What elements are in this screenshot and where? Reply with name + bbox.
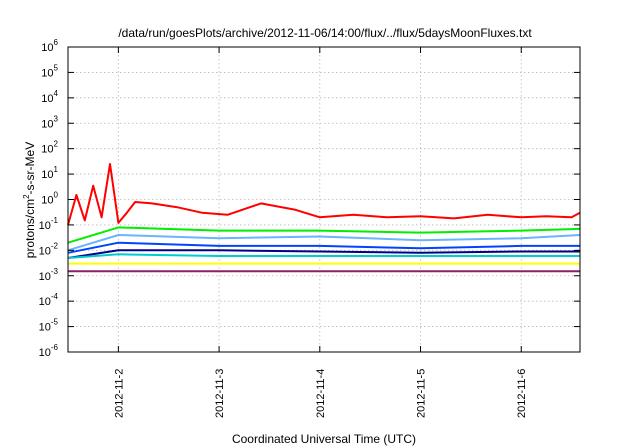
y-tick-base: 10 [39, 347, 51, 359]
x-tick-label: 2012-11-2 [113, 369, 125, 418]
y-tick-exp: 2 [54, 140, 59, 149]
y-axis: 10-610-510-410-310-210-11001011021031041… [39, 38, 580, 359]
y-tick-label: 10-4 [39, 292, 59, 308]
y-tick-exp: 3 [54, 114, 59, 123]
y-tick-exp: -3 [51, 267, 59, 276]
y-tick-exp: 5 [54, 63, 59, 72]
y-tick-label: 10-5 [39, 318, 59, 334]
series-line-2 [67, 226, 581, 244]
y-tick-exp: 6 [54, 38, 59, 47]
y-tick-label: 100 [41, 191, 58, 207]
y-tick-label: 10-2 [39, 241, 59, 257]
y-tick-base: 10 [39, 271, 51, 283]
y-tick-exp: -2 [51, 241, 59, 250]
y-tick-exp: -4 [51, 292, 59, 301]
y-tick-base: 10 [41, 93, 53, 105]
x-axis: 2012-11-2 2012-11-3 2012-11-4 2012-11-5 2012… [113, 47, 528, 418]
y-tick-base: 10 [41, 195, 53, 207]
y-axis-label-base: protons/cm [23, 199, 37, 258]
y-tick-label: 10-1 [39, 216, 59, 232]
y-tick-base: 10 [41, 169, 53, 181]
y-tick-label: 102 [41, 140, 58, 156]
series-line-3 [67, 234, 581, 252]
y-tick-base: 10 [39, 245, 51, 257]
y-tick-exp: 4 [54, 89, 59, 98]
y-tick-base: 10 [39, 322, 51, 334]
y-tick-label: 101 [41, 165, 58, 181]
y-tick-exp: 0 [54, 191, 59, 200]
y-tick-base: 10 [41, 118, 53, 130]
series-line-6 [67, 253, 580, 259]
x-axis-label: Coordinated Universal Time (UTC) [232, 432, 416, 446]
y-tick-label: 103 [41, 114, 58, 130]
y-tick-exp: -5 [51, 318, 59, 327]
y-tick-exp: -6 [51, 343, 59, 352]
series-line-4 [67, 241, 580, 254]
y-tick-exp: 1 [54, 165, 59, 174]
y-tick-exp: -1 [51, 216, 59, 225]
y-axis-label-sup: 2 [22, 194, 31, 199]
x-tick-label: 2012-11-4 [315, 369, 327, 418]
y-tick-base: 10 [39, 220, 51, 232]
y-axis-label-rest: -s-sr-MeV [23, 142, 37, 195]
x-tick-label: 2012-11-5 [416, 369, 428, 418]
y-axis-label: protons/cm2-s-sr-MeV [22, 142, 37, 258]
x-tick-label: 2012-11-3 [214, 369, 226, 418]
y-tick-base: 10 [39, 296, 51, 308]
y-tick-label: 105 [41, 63, 58, 79]
y-tick-base: 10 [41, 42, 53, 54]
series-line-1 [67, 163, 581, 226]
x-tick-label: 2012-11-6 [516, 369, 528, 418]
series-group [67, 163, 581, 273]
grid [68, 47, 580, 352]
series-line-5 [67, 249, 580, 259]
y-tick-label: 104 [41, 89, 58, 105]
y-tick-base: 10 [41, 144, 53, 156]
chart-title: /data/run/goesPlots/archive/2012-11-06/1… [118, 26, 532, 40]
y-tick-base: 10 [41, 67, 53, 79]
y-tick-label: 10-6 [39, 343, 59, 359]
y-tick-label: 10-3 [39, 267, 59, 283]
y-tick-label: 106 [41, 38, 58, 54]
